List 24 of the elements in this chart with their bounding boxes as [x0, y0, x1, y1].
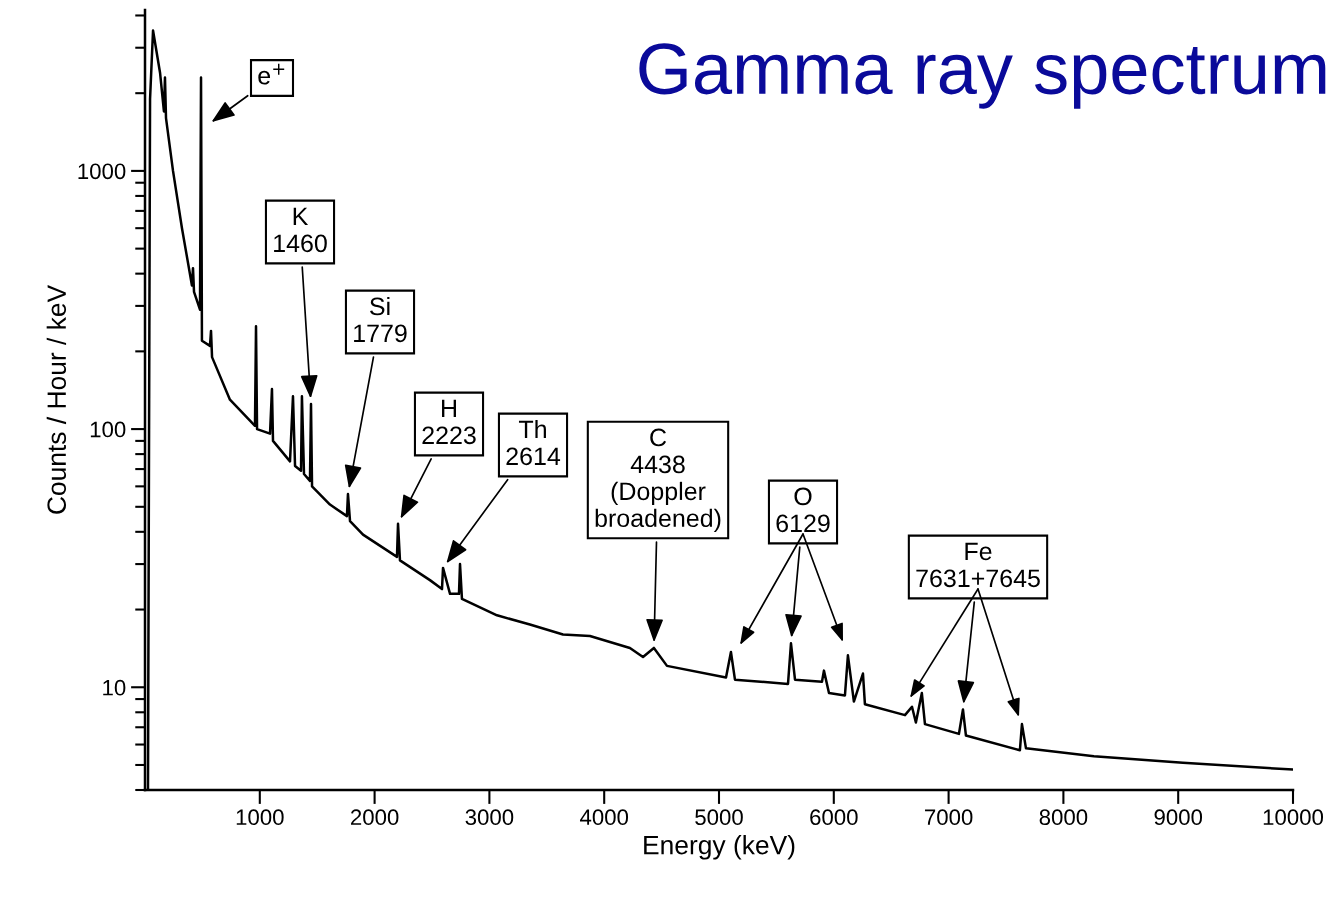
chart-title: Gamma ray spectrum	[639, 43, 1326, 109]
y-tick-label: 1000	[78, 163, 126, 180]
annotation: O 6129	[776, 487, 830, 533]
x-tick-label: 3000	[465, 809, 514, 826]
x-tick-label: 2000	[351, 809, 399, 826]
x-tick-label: 9000	[1154, 809, 1203, 826]
x-tick-label: 7000	[925, 809, 973, 826]
annotation: Th 2614	[506, 419, 561, 466]
x-tick-label: 10000	[1263, 809, 1324, 826]
annotation: C 4438 (Doppler broadened)	[595, 428, 721, 533]
x-axis-title: Energy (keV)	[644, 835, 795, 860]
x-tick-label: 8000	[1039, 809, 1088, 826]
annotation: e$^{+}$	[258, 63, 285, 85]
annotation: Fe 7631+7645	[916, 542, 1040, 588]
annotation: K 1460	[274, 207, 327, 253]
x-tick-label: 1000	[236, 809, 284, 826]
y-axis-title: Counts / Hour / keV	[46, 284, 67, 514]
annotation: H 2223	[422, 399, 476, 445]
y-tick-label: 100	[90, 421, 126, 438]
x-tick-label: 5000	[695, 809, 743, 826]
y-tick-label: 10	[103, 679, 126, 696]
x-tick-label: 4000	[580, 809, 629, 826]
annotation: Si 1779	[354, 296, 407, 343]
x-tick-label: 6000	[810, 809, 858, 826]
